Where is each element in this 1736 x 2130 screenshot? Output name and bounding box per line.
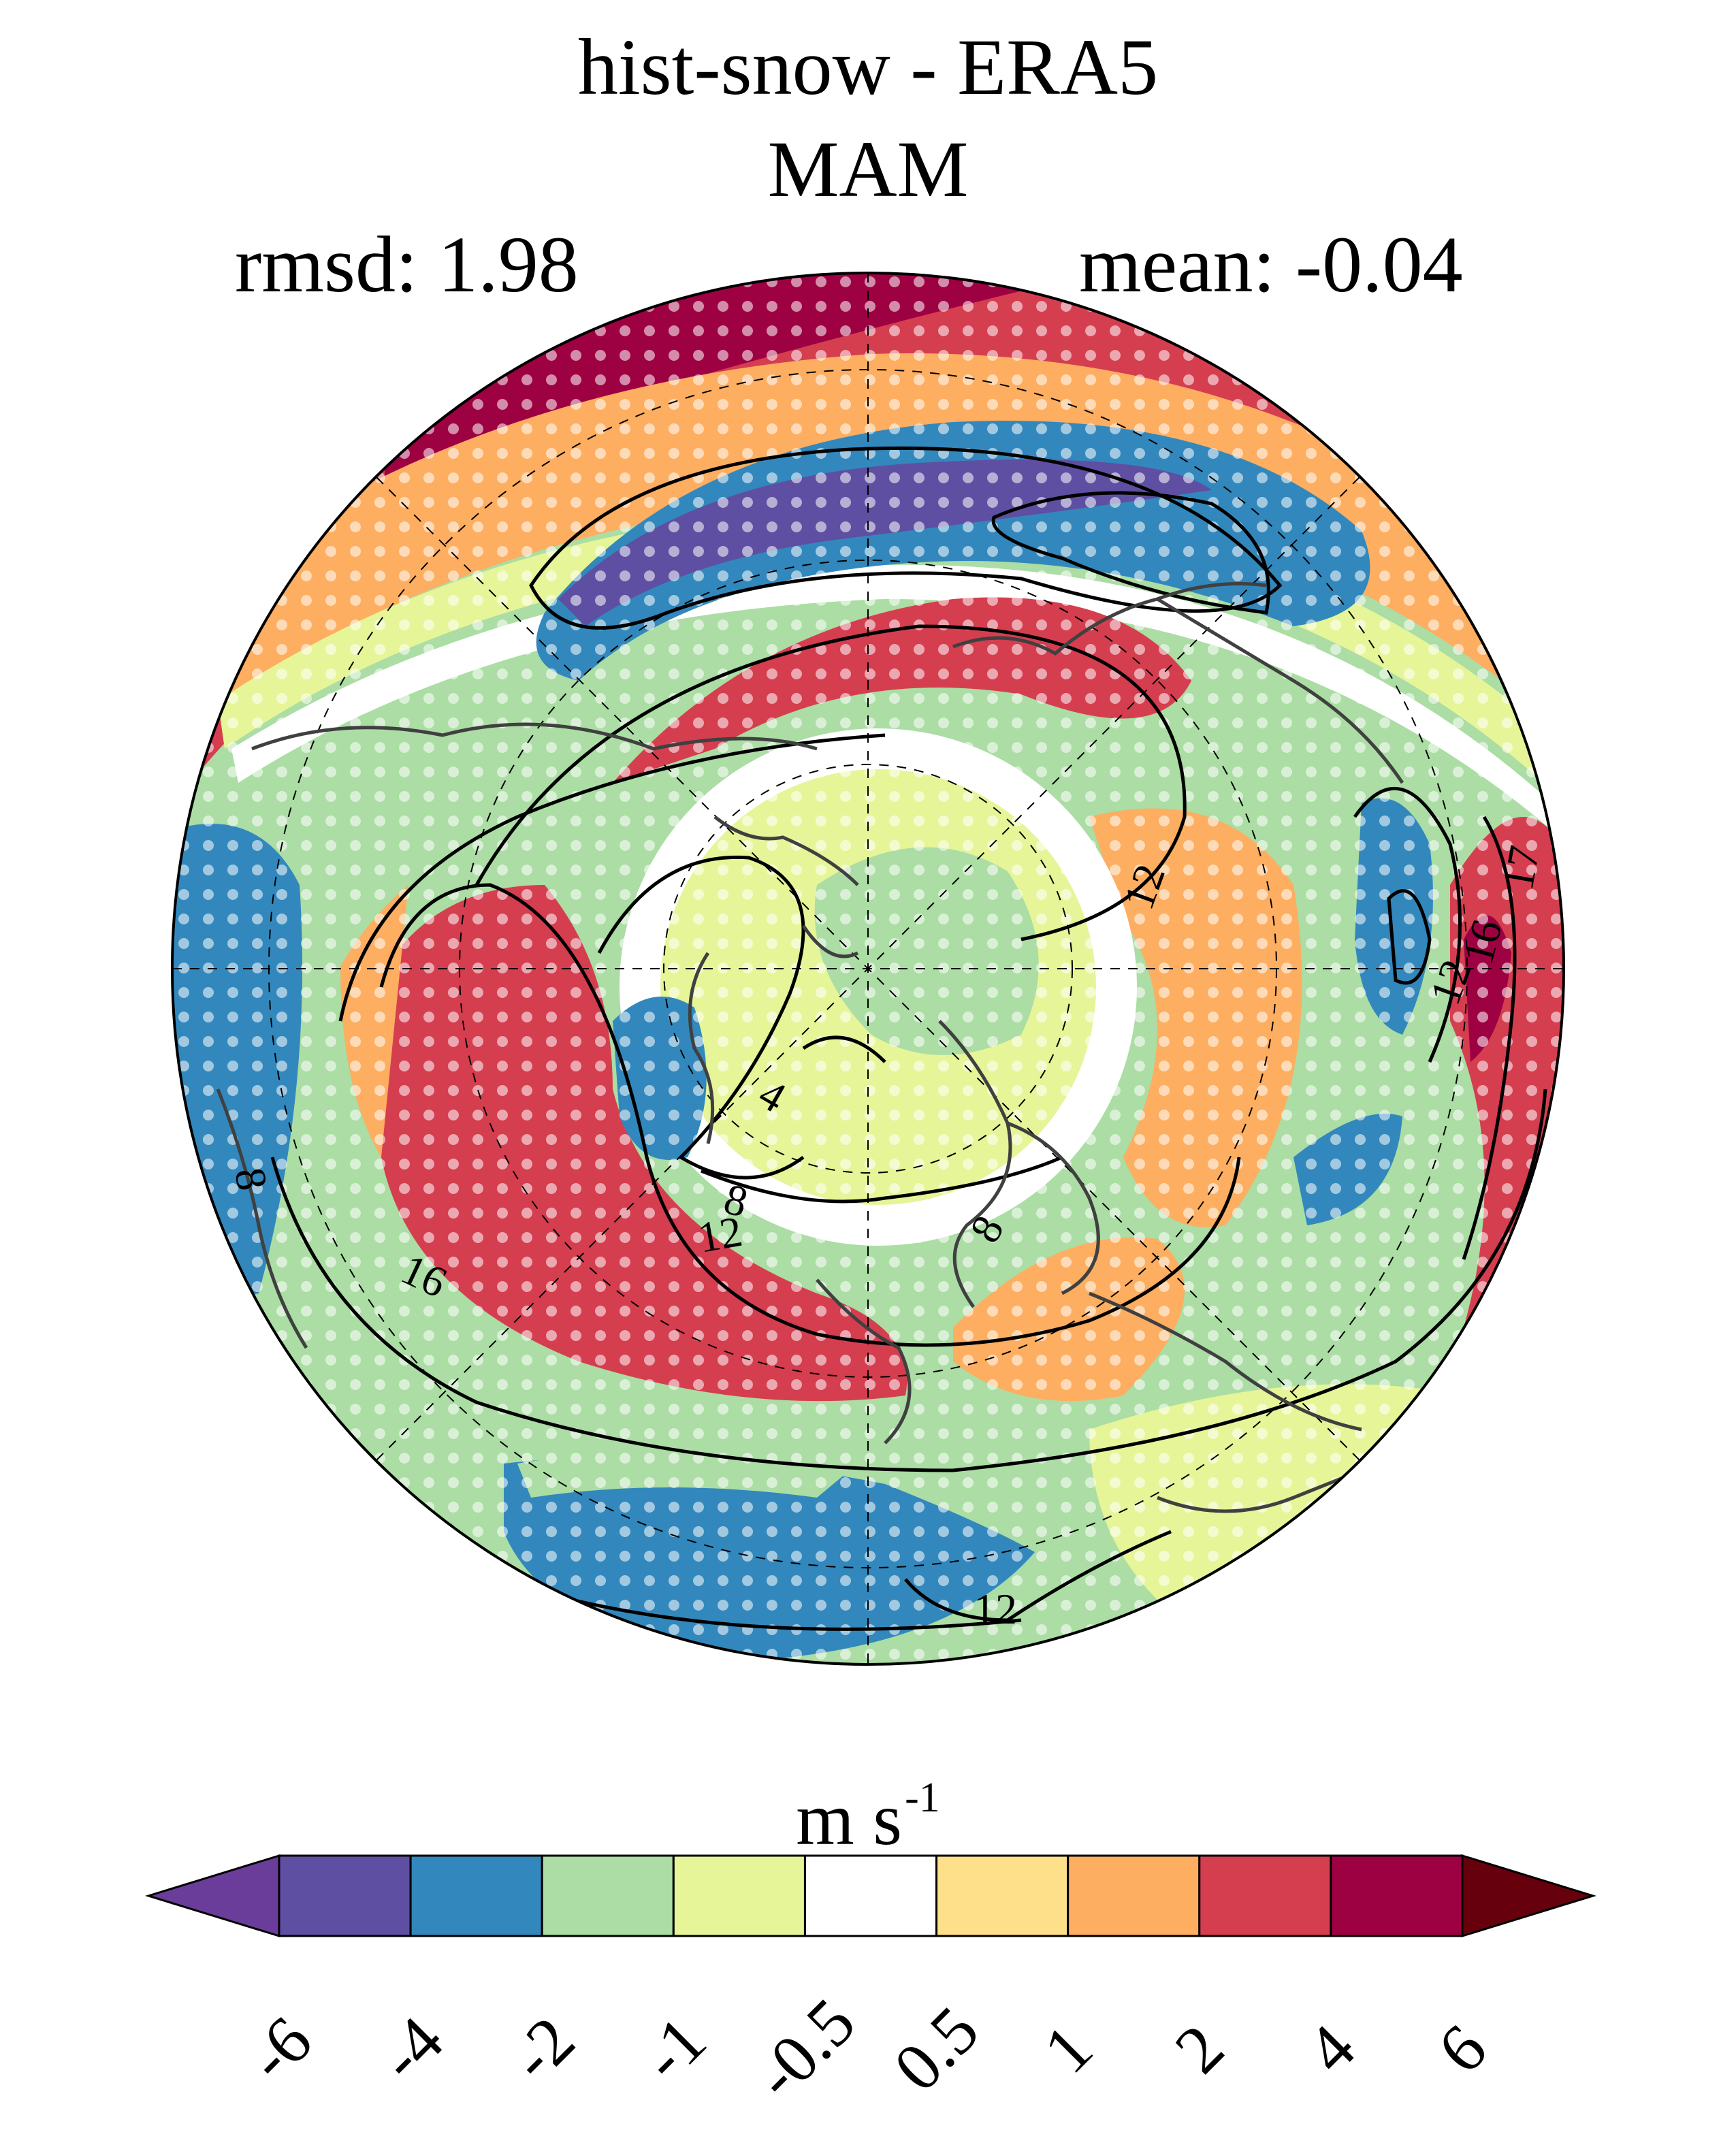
colorbar-box [409, 1854, 543, 1937]
graticule [172, 273, 1564, 1664]
colorbar-box [672, 1854, 806, 1937]
units-main: m s [796, 1777, 903, 1860]
contour-label: 12 [974, 1585, 1017, 1633]
colorbar-box [278, 1854, 412, 1937]
coastlines [216, 582, 1430, 1513]
figure-title: hist-snow - ERA5 [577, 22, 1159, 112]
colorbar-box [1198, 1854, 1332, 1937]
colorbar-box [1330, 1854, 1464, 1937]
units-exponent: -1 [905, 1775, 940, 1821]
mean-label: mean: -0.04 [1079, 220, 1463, 309]
map-boundary [171, 272, 1565, 1666]
season-label: MAM [767, 125, 969, 214]
rmsd-label: rmsd: 1.98 [235, 220, 579, 309]
colorbar-units: m s-1 [0, 1777, 1736, 1856]
contour-label: 12 [694, 1207, 745, 1262]
colorbar-over-arrow [1461, 1854, 1597, 1938]
colorbar-box [935, 1854, 1070, 1937]
colorbar-box [803, 1854, 938, 1937]
colorbar-box [1067, 1854, 1201, 1937]
colorbar-under-arrow [144, 1854, 280, 1938]
colorbar-box [541, 1854, 675, 1937]
contour-label: 17 [1494, 842, 1549, 893]
polar-map: 12 16 17 12 4 8 12 8 16 8 12 [171, 272, 1565, 1666]
